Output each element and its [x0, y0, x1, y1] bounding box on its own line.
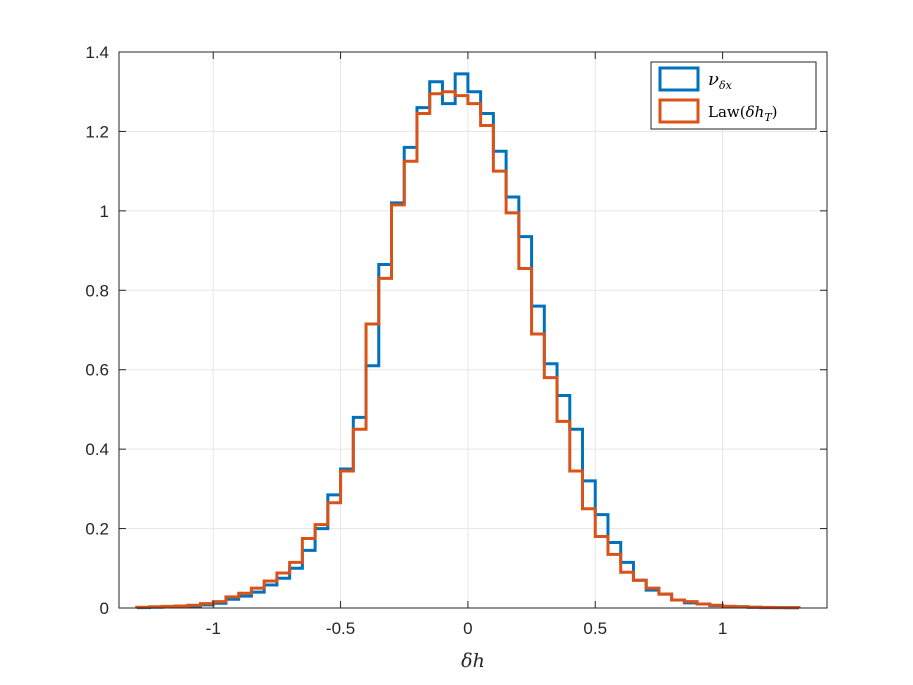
axes-box — [118, 51, 828, 609]
legend-nu-subscript: δx — [719, 79, 733, 92]
y-tick-label: 0.4 — [85, 440, 109, 459]
legend-entry-nu-delta-x: νδx — [708, 69, 733, 92]
legend-entry-law: Law(δhT) — [708, 103, 778, 124]
y-tick-label: 0.6 — [85, 361, 109, 380]
y-tick-label: 1.2 — [85, 122, 109, 141]
y-tick-label: 0.2 — [85, 520, 109, 539]
legend-nu-symbol: ν — [708, 69, 719, 90]
plot-area — [119, 52, 827, 608]
y-tick-label: 1.4 — [85, 43, 109, 62]
legend-law-prefix: Law( — [708, 103, 746, 121]
y-tick-label: 1 — [100, 202, 109, 221]
y-tick-label: 0 — [100, 599, 109, 618]
ticks — [119, 51, 827, 609]
x-tick-label: 0.5 — [583, 619, 607, 638]
x-tick-label: -0.5 — [326, 619, 355, 638]
series-law-outline — [135, 90, 801, 610]
legend: νδx Law(δhT) — [650, 61, 817, 130]
legend-law-main: δh — [746, 103, 765, 121]
y-tick-label: 0.8 — [85, 281, 109, 300]
legend-law-subscript: T — [764, 111, 773, 124]
x-tick-label: -1 — [206, 619, 221, 638]
x-tick-label: 1 — [718, 619, 727, 638]
series-layer — [135, 72, 801, 610]
legend-swatch-law — [658, 98, 700, 124]
legend-box — [650, 61, 817, 130]
legend-swatch-nu-delta-x — [658, 66, 700, 92]
x-axis-label: δh — [461, 650, 485, 672]
tick-labels: -1 -0.5 0 0.5 1 0 0.2 0.4 0.6 0.8 1 1.2 1.4 — [85, 43, 727, 638]
x-tick-label: 0 — [463, 619, 472, 638]
legend-law-suffix: ) — [772, 103, 778, 121]
